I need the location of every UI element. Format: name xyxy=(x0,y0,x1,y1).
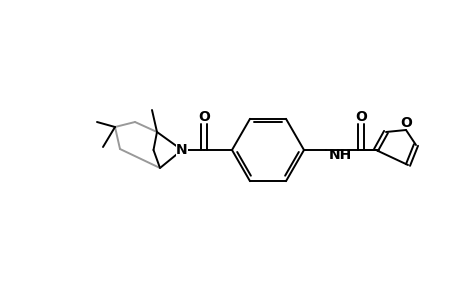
Text: O: O xyxy=(198,110,209,124)
Text: O: O xyxy=(399,116,411,130)
Text: O: O xyxy=(354,110,366,124)
Text: N: N xyxy=(176,143,187,157)
Text: NH: NH xyxy=(328,148,352,162)
